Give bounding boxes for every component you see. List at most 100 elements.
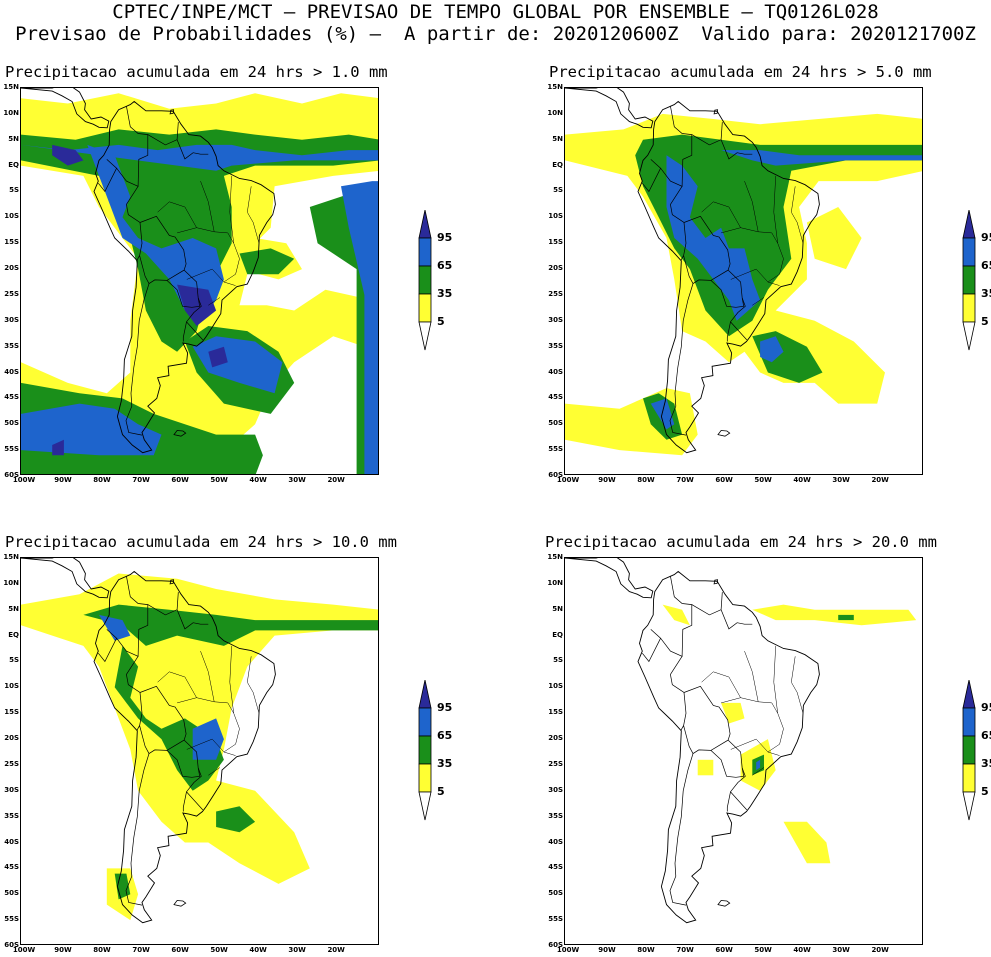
lat-tick-label: 15N xyxy=(547,83,563,91)
map-frame xyxy=(20,87,379,475)
colorbar-segment xyxy=(418,735,432,765)
country-border xyxy=(106,576,149,657)
lat-tick-label: EQ xyxy=(8,630,19,639)
coastline xyxy=(637,570,820,924)
lon-tick-label: 20W xyxy=(871,946,889,954)
lat-tick-label: 20S xyxy=(4,264,19,273)
lon-tick-label: 50W xyxy=(754,476,772,484)
lat-tick-label: 15S xyxy=(4,708,19,717)
country-border xyxy=(642,168,661,193)
colorbar-label: 65 xyxy=(981,729,991,742)
state-border xyxy=(730,268,780,286)
state-border xyxy=(701,201,741,228)
lat-tick-label: 40S xyxy=(4,837,19,846)
state-border xyxy=(157,201,197,228)
lat-tick-label: 5S xyxy=(553,186,563,195)
lon-tick-label: 90W xyxy=(54,476,72,484)
lat-tick-label: 25S xyxy=(548,759,563,768)
country-border xyxy=(720,609,753,630)
probability-map xyxy=(565,558,917,924)
country-border xyxy=(186,297,204,341)
probability-map xyxy=(565,88,922,456)
lat-tick-label: 5N xyxy=(552,134,563,143)
state-border xyxy=(721,227,778,244)
lon-tick-label: 60W xyxy=(715,476,733,484)
state-border xyxy=(791,656,804,714)
panel-title: Precipitacao acumulada em 24 hrs > 20.0 … xyxy=(545,533,937,551)
probability-map xyxy=(21,558,378,924)
probability-area-c95 xyxy=(52,144,84,166)
lon-tick-label: 80W xyxy=(93,946,111,954)
lon-tick-label: 40W xyxy=(793,946,811,954)
lon-tick-label: 20W xyxy=(327,946,345,954)
colorbar-label: 95 xyxy=(437,701,453,714)
lat-tick-label: 55S xyxy=(548,445,563,454)
country-border xyxy=(125,753,150,906)
probability-area-c65 xyxy=(760,336,784,363)
lat-tick-label: 5S xyxy=(9,186,19,195)
lat-tick-label: 25S xyxy=(548,289,563,298)
map-frame xyxy=(564,557,923,945)
probability-area-c65 xyxy=(721,150,922,166)
country-border xyxy=(98,638,117,663)
probability-area-c35 xyxy=(838,614,854,621)
probability-area-c65 xyxy=(756,759,761,771)
lon-tick-label: 20W xyxy=(871,476,889,484)
state-border xyxy=(767,175,784,283)
lat-tick-label: 45S xyxy=(548,863,563,872)
country-border xyxy=(683,685,731,755)
coastline xyxy=(21,558,110,599)
lon-tick-label: 100W xyxy=(12,476,36,484)
country-border xyxy=(139,215,187,285)
lon-tick-label: 50W xyxy=(210,476,228,484)
lat-tick-label: 25S xyxy=(4,289,19,298)
lat-tick-label: 60S xyxy=(548,941,563,949)
lat-tick-label: 35S xyxy=(548,811,563,820)
country-border xyxy=(720,139,753,160)
country-border xyxy=(98,168,117,193)
colorbar-segment xyxy=(418,791,432,821)
lon-tick-label: 30W xyxy=(288,476,306,484)
coastline xyxy=(637,100,820,454)
state-border xyxy=(744,181,759,232)
probability-area-c35 xyxy=(83,604,378,646)
colorbar-segment xyxy=(962,265,976,295)
country-border xyxy=(125,283,150,436)
probability-area-c65 xyxy=(99,614,131,641)
state-border xyxy=(701,671,741,698)
colorbar-segment xyxy=(962,210,976,239)
colorbar-segment xyxy=(418,237,432,267)
panel-title: Precipitacao acumulada em 24 hrs > 1.0 m… xyxy=(5,63,388,81)
colorbar-label: 95 xyxy=(981,701,991,714)
header-line-2: Previsao de Probabilidades (%) – A parti… xyxy=(15,23,976,45)
lat-tick-label: 20S xyxy=(548,734,563,743)
lat-tick-label: 40S xyxy=(4,367,19,376)
state-border xyxy=(791,186,804,244)
country-border xyxy=(166,269,201,308)
lat-tick-label: 5N xyxy=(8,134,19,143)
state-border xyxy=(767,645,784,753)
lon-tick-label: 60W xyxy=(171,476,189,484)
lat-tick-label: 60S xyxy=(4,941,19,949)
state-border xyxy=(157,671,197,698)
lon-tick-label: 70W xyxy=(132,946,150,954)
colorbar-segment xyxy=(962,321,976,351)
lon-tick-label: 100W xyxy=(556,946,580,954)
lon-tick-label: 30W xyxy=(288,946,306,954)
probability-area-c95 xyxy=(208,346,228,368)
country-border xyxy=(642,638,661,663)
lat-tick-label: 55S xyxy=(4,915,19,924)
island-outline xyxy=(173,900,187,907)
lat-tick-label: 15S xyxy=(548,238,563,247)
country-border xyxy=(691,592,723,616)
country-border xyxy=(691,122,723,146)
lon-tick-label: 30W xyxy=(832,946,850,954)
panel-title: Precipitacao acumulada em 24 hrs > 10.0 … xyxy=(5,533,397,551)
lon-tick-label: 70W xyxy=(676,946,694,954)
lat-tick-label: 20S xyxy=(548,264,563,273)
lat-tick-label: 10S xyxy=(548,682,563,691)
lat-tick-label: 10N xyxy=(547,108,563,117)
colorbar-segment xyxy=(418,293,432,323)
country-border xyxy=(176,139,209,160)
state-border xyxy=(200,651,215,702)
